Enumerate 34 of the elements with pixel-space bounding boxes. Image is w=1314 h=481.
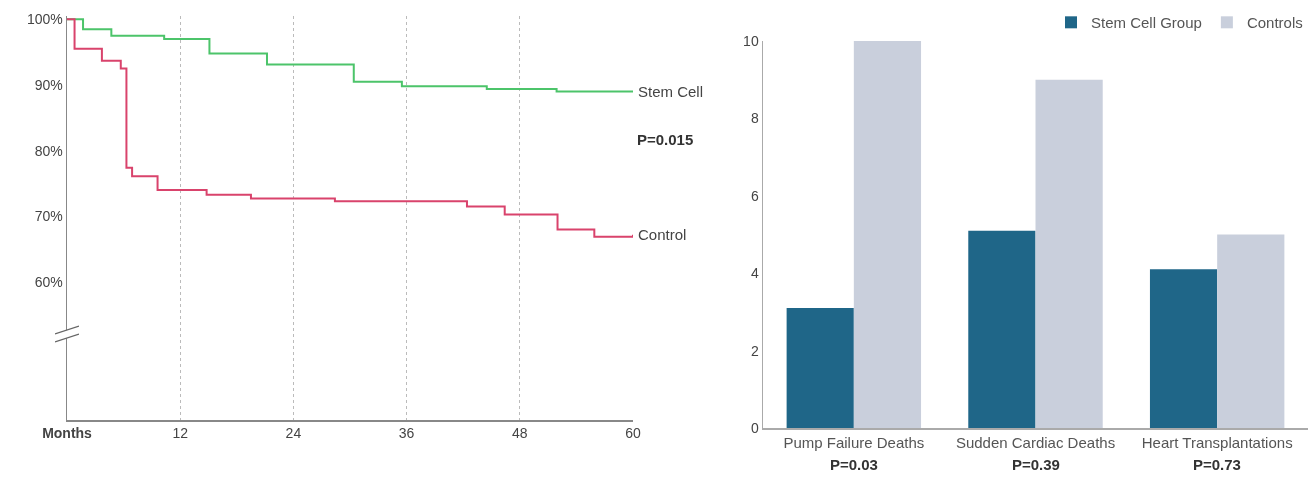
bar <box>1149 269 1218 428</box>
y-tick-label: 2 <box>750 342 759 359</box>
text: P=0.015 <box>637 131 694 148</box>
y-tick-label: 8 <box>750 110 759 127</box>
bar <box>968 230 1036 428</box>
x-tick-label: Months <box>42 425 93 442</box>
bar <box>853 41 922 428</box>
y-tick-label: 6 <box>750 187 759 204</box>
y-tick-label: 80% <box>34 142 63 159</box>
y-tick-label: 70% <box>34 208 63 225</box>
x-tick-label: Sudden Cardiac Deaths <box>955 433 1116 451</box>
x-tick-label: 36 <box>398 425 415 442</box>
y-tick-label: 90% <box>34 76 63 93</box>
y-tick-label: 0 <box>750 419 759 436</box>
bar <box>1217 234 1285 428</box>
y-tick-label: 100% <box>26 11 63 28</box>
x-tick-label: 24 <box>285 425 302 442</box>
bar <box>786 308 854 428</box>
text: P=0.73 <box>1193 456 1241 473</box>
bar <box>1035 79 1103 428</box>
x-tick-label: 48 <box>512 425 528 442</box>
legend-label: Controls <box>1246 14 1303 32</box>
text: P=0.39 <box>1012 456 1060 473</box>
x-tick-label: Pump Failure Deaths <box>783 433 925 451</box>
y-tick-label: 60% <box>34 273 63 290</box>
text: P=0.03 <box>830 456 878 473</box>
legend-label: Stem Cell Group <box>1091 14 1202 32</box>
x-tick-label: 12 <box>172 425 189 442</box>
x-tick-label: 60 <box>625 425 641 442</box>
x-tick-label: Heart Transplantations <box>1141 433 1293 451</box>
series-label: Stem Cell <box>638 83 704 100</box>
y-tick-label: 4 <box>750 265 759 282</box>
series-label: Control <box>638 226 687 243</box>
y-tick-label: 10 <box>743 32 759 49</box>
